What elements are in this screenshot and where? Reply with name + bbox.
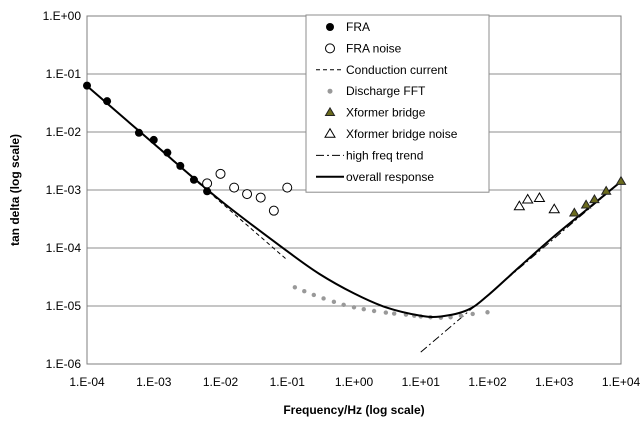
xformer-bridge-noise-point <box>533 192 546 203</box>
y-tick-labels: 1.E+00 1.E-01 1.E-02 1.E-03 1.E-04 1.E-05 1.E-… <box>43 9 82 371</box>
legend: FRA FRA noise Conduction current Discharge … <box>305 14 490 193</box>
y-tick-label: 1.E-02 <box>46 125 82 139</box>
legend-label: FRA <box>346 20 370 34</box>
xformer-bridge-noise-point <box>548 203 561 214</box>
fra-noise-point <box>255 192 266 203</box>
fra-point <box>189 175 198 184</box>
series-line-overall-response <box>86 85 622 319</box>
discharge-fft-point <box>371 308 377 314</box>
y-tick-label: 1.E-01 <box>46 67 82 81</box>
y-tick-label: 1.E-03 <box>46 183 82 197</box>
x-tick-label: 1.E+04 <box>602 375 641 389</box>
y-tick-label: 1.E-04 <box>46 241 82 255</box>
legend-marker <box>324 127 336 138</box>
discharge-fft-point <box>292 285 298 290</box>
discharge-fft-point <box>311 292 317 298</box>
series-layer <box>83 81 627 353</box>
legend-item-xformer-bridge-noise: Xformer bridge noise <box>324 127 458 141</box>
fra-noise-point <box>268 205 279 216</box>
legend-box <box>305 14 490 193</box>
legend-item-fra-noise: FRA noise <box>325 41 402 55</box>
discharge-fft-point <box>470 311 475 317</box>
legend-item-conduction-current: Conduction current <box>316 63 448 77</box>
fra-point <box>203 187 212 196</box>
fra-point <box>103 97 112 106</box>
fra-point <box>149 135 158 144</box>
fra-noise-point <box>282 182 293 193</box>
legend-marker <box>327 88 333 94</box>
legend-item-fra: FRA <box>326 20 370 34</box>
y-tick-label: 1.E-06 <box>46 357 82 371</box>
discharge-fft-point <box>391 311 397 316</box>
discharge-fft-point <box>383 310 389 315</box>
fra-noise-point <box>215 168 226 179</box>
legend-marker <box>325 43 335 54</box>
xformer-bridge-point <box>600 185 612 195</box>
discharge-fft-point <box>485 310 490 315</box>
x-tick-label: 1.E+03 <box>535 375 574 389</box>
fra-point <box>83 81 91 90</box>
discharge-fft-point <box>331 299 337 305</box>
xformer-bridge-noise-point <box>521 193 534 204</box>
discharge-fft-point <box>351 305 357 310</box>
x-tick-labels: 1.E-04 1.E-03 1.E-02 1.E-01 1.E+00 1.E+01 1.E+… <box>69 375 640 389</box>
x-tick-label: 1.E+01 <box>402 375 441 389</box>
legend-label: overall response <box>346 170 434 184</box>
fra-point <box>176 161 185 170</box>
discharge-fft-point <box>321 296 326 301</box>
fra-point <box>163 148 172 157</box>
discharge-fft-point <box>458 313 464 318</box>
legend-item-xformer-bridge: Xformer bridge <box>324 106 426 120</box>
y-tick-label: 1.E-05 <box>46 299 82 313</box>
legend-item-overall-response: overall response <box>316 170 434 184</box>
legend-label: Xformer bridge noise <box>346 127 458 141</box>
legend-label: high freq trend <box>346 148 423 162</box>
legend-item-high-freq-trend: high freq trend <box>316 148 423 162</box>
legend-label: FRA noise <box>346 41 402 55</box>
xformer-bridge-point <box>580 199 592 209</box>
y-tick-label: 1.E+00 <box>43 9 82 23</box>
discharge-fft-point <box>341 302 346 307</box>
legend-items: FRA FRA noise Conduction current Discharge … <box>316 20 458 184</box>
fra-noise-point <box>202 178 213 189</box>
legend-label: Conduction current <box>346 63 448 77</box>
fra-point <box>134 128 143 137</box>
y-axis-title: tan delta (log scale) <box>8 134 22 246</box>
discharge-fft-point <box>361 307 366 312</box>
legend-label: Discharge FFT <box>346 84 426 98</box>
x-axis-title: Frequency/Hz (log scale) <box>283 403 424 417</box>
xformer-bridge-point <box>568 207 580 217</box>
x-tick-label: 1.E+00 <box>335 375 374 389</box>
discharge-fft-point <box>302 288 307 294</box>
xformer-bridge-point <box>615 175 627 185</box>
x-tick-label: 1.E-02 <box>203 375 239 389</box>
x-tick-label: 1.E-04 <box>69 375 105 389</box>
legend-marker <box>326 23 334 31</box>
x-tick-label: 1.E-01 <box>270 375 306 389</box>
xformer-bridge-noise-point <box>513 200 526 211</box>
legend-label: Xformer bridge <box>346 106 426 120</box>
fra-noise-point <box>242 189 253 200</box>
x-tick-label: 1.E+02 <box>468 375 507 389</box>
x-tick-label: 1.E-03 <box>136 375 172 389</box>
xformer-bridge-point <box>589 193 600 204</box>
legend-item-discharge-fft: Discharge FFT <box>327 84 426 98</box>
legend-marker <box>324 106 336 117</box>
fra-noise-point <box>229 182 240 193</box>
